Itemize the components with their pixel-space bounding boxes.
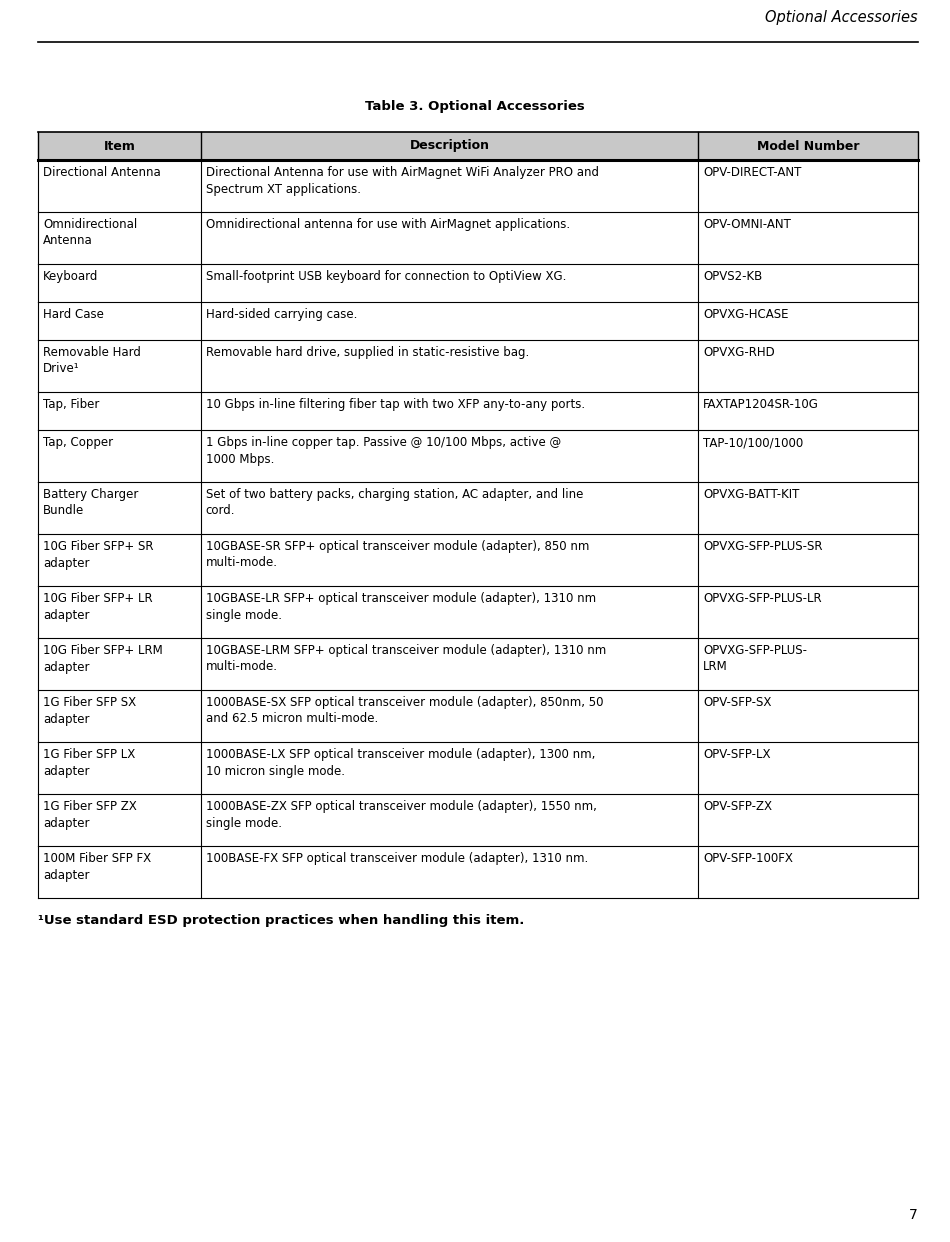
Bar [38, 265, 918, 302]
Text: 1G Fiber SFP SX
adapter: 1G Fiber SFP SX adapter [43, 696, 136, 725]
Bar [38, 302, 918, 340]
Text: OPVXG-SFP-PLUS-
LRM: OPVXG-SFP-PLUS- LRM [703, 645, 807, 673]
Bar [38, 482, 918, 534]
Text: Hard-sided carrying case.: Hard-sided carrying case. [206, 308, 357, 320]
Text: 1G Fiber SFP LX
adapter: 1G Fiber SFP LX adapter [43, 748, 135, 777]
Text: 10GBASE-SR SFP+ optical transceiver module (adapter), 850 nm
multi-mode.: 10GBASE-SR SFP+ optical transceiver modu… [206, 540, 589, 570]
Text: ¹Use standard ESD protection practices when handling this item.: ¹Use standard ESD protection practices w… [38, 914, 524, 927]
Text: 100M Fiber SFP FX
adapter: 100M Fiber SFP FX adapter [43, 852, 151, 882]
Text: Model Number: Model Number [757, 139, 859, 153]
Text: Tap, Copper: Tap, Copper [43, 436, 113, 450]
Text: Removable Hard
Drive¹: Removable Hard Drive¹ [43, 347, 141, 375]
Text: 1 Gbps in-line copper tap. Passive @ 10/100 Mbps, active @
1000 Mbps.: 1 Gbps in-line copper tap. Passive @ 10/… [206, 436, 561, 466]
Text: 1000BASE-ZX SFP optical transceiver module (adapter), 1550 nm,
single mode.: 1000BASE-ZX SFP optical transceiver modu… [206, 800, 597, 830]
Text: Keyboard: Keyboard [43, 270, 99, 283]
Text: Item: Item [104, 139, 135, 153]
Bar [38, 691, 918, 741]
Bar [38, 392, 918, 430]
Text: 1000BASE-LX SFP optical transceiver module (adapter), 1300 nm,
10 micron single : 1000BASE-LX SFP optical transceiver modu… [206, 748, 595, 777]
Bar [38, 741, 918, 794]
Text: 10G Fiber SFP+ LR
adapter: 10G Fiber SFP+ LR adapter [43, 592, 153, 621]
Text: Tap, Fiber: Tap, Fiber [43, 397, 100, 411]
Text: OPVXG-RHD: OPVXG-RHD [703, 347, 775, 359]
Text: 7: 7 [909, 1208, 918, 1222]
Text: 1G Fiber SFP ZX
adapter: 1G Fiber SFP ZX adapter [43, 800, 137, 830]
Bar [38, 638, 918, 691]
Text: 10 Gbps in-line filtering fiber tap with two XFP any-to-any ports.: 10 Gbps in-line filtering fiber tap with… [206, 397, 585, 411]
Text: Table 3. Optional Accessories: Table 3. Optional Accessories [365, 101, 585, 113]
Text: OPVXG-BATT-KIT: OPVXG-BATT-KIT [703, 488, 799, 501]
Text: OPV-SFP-100FX: OPV-SFP-100FX [703, 852, 793, 864]
Text: Optional Accessories: Optional Accessories [766, 10, 918, 25]
Text: OPV-DIRECT-ANT: OPV-DIRECT-ANT [703, 166, 802, 179]
Text: 10G Fiber SFP+ LRM
adapter: 10G Fiber SFP+ LRM adapter [43, 645, 162, 673]
Text: Description: Description [409, 139, 489, 153]
Text: 10GBASE-LRM SFP+ optical transceiver module (adapter), 1310 nm
multi-mode.: 10GBASE-LRM SFP+ optical transceiver mod… [206, 645, 606, 673]
Bar [38, 212, 918, 265]
Text: OPVXG-SFP-PLUS-SR: OPVXG-SFP-PLUS-SR [703, 540, 823, 553]
Text: OPVXG-SFP-PLUS-LR: OPVXG-SFP-PLUS-LR [703, 592, 822, 605]
Text: FAXTAP1204SR-10G: FAXTAP1204SR-10G [703, 397, 819, 411]
Text: Set of two battery packs, charging station, AC adapter, and line
cord.: Set of two battery packs, charging stati… [206, 488, 583, 518]
Bar [38, 586, 918, 638]
Text: OPV-SFP-LX: OPV-SFP-LX [703, 748, 770, 761]
Text: 100BASE-FX SFP optical transceiver module (adapter), 1310 nm.: 100BASE-FX SFP optical transceiver modul… [206, 852, 588, 864]
Text: Omnidirectional antenna for use with AirMagnet applications.: Omnidirectional antenna for use with Air… [206, 219, 570, 231]
Bar [38, 340, 918, 392]
Text: Removable hard drive, supplied in static-resistive bag.: Removable hard drive, supplied in static… [206, 347, 529, 359]
Text: Directional Antenna for use with AirMagnet WiFi Analyzer PRO and
Spectrum XT app: Directional Antenna for use with AirMagn… [206, 166, 598, 195]
Bar [38, 132, 918, 160]
Text: Omnidirectional
Antenna: Omnidirectional Antenna [43, 219, 137, 247]
Bar [38, 160, 918, 212]
Text: OPV-OMNI-ANT: OPV-OMNI-ANT [703, 219, 790, 231]
Text: TAP-10/100/1000: TAP-10/100/1000 [703, 436, 804, 450]
Text: 10G Fiber SFP+ SR
adapter: 10G Fiber SFP+ SR adapter [43, 540, 154, 570]
Text: OPV-SFP-ZX: OPV-SFP-ZX [703, 800, 772, 814]
Bar [38, 846, 918, 898]
Text: OPV-SFP-SX: OPV-SFP-SX [703, 696, 771, 709]
Bar [38, 534, 918, 586]
Text: 1000BASE-SX SFP optical transceiver module (adapter), 850nm, 50
and 62.5 micron : 1000BASE-SX SFP optical transceiver modu… [206, 696, 603, 725]
Bar [38, 430, 918, 482]
Text: Small-footprint USB keyboard for connection to OptiView XG.: Small-footprint USB keyboard for connect… [206, 270, 566, 283]
Bar [38, 794, 918, 846]
Text: Battery Charger
Bundle: Battery Charger Bundle [43, 488, 139, 518]
Text: OPVS2-KB: OPVS2-KB [703, 270, 762, 283]
Text: 10GBASE-LR SFP+ optical transceiver module (adapter), 1310 nm
single mode.: 10GBASE-LR SFP+ optical transceiver modu… [206, 592, 596, 621]
Text: OPVXG-HCASE: OPVXG-HCASE [703, 308, 788, 320]
Text: Directional Antenna: Directional Antenna [43, 166, 161, 179]
Text: Hard Case: Hard Case [43, 308, 104, 320]
